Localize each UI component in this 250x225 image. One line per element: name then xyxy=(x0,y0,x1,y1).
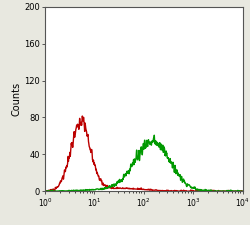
Y-axis label: Counts: Counts xyxy=(12,82,22,116)
